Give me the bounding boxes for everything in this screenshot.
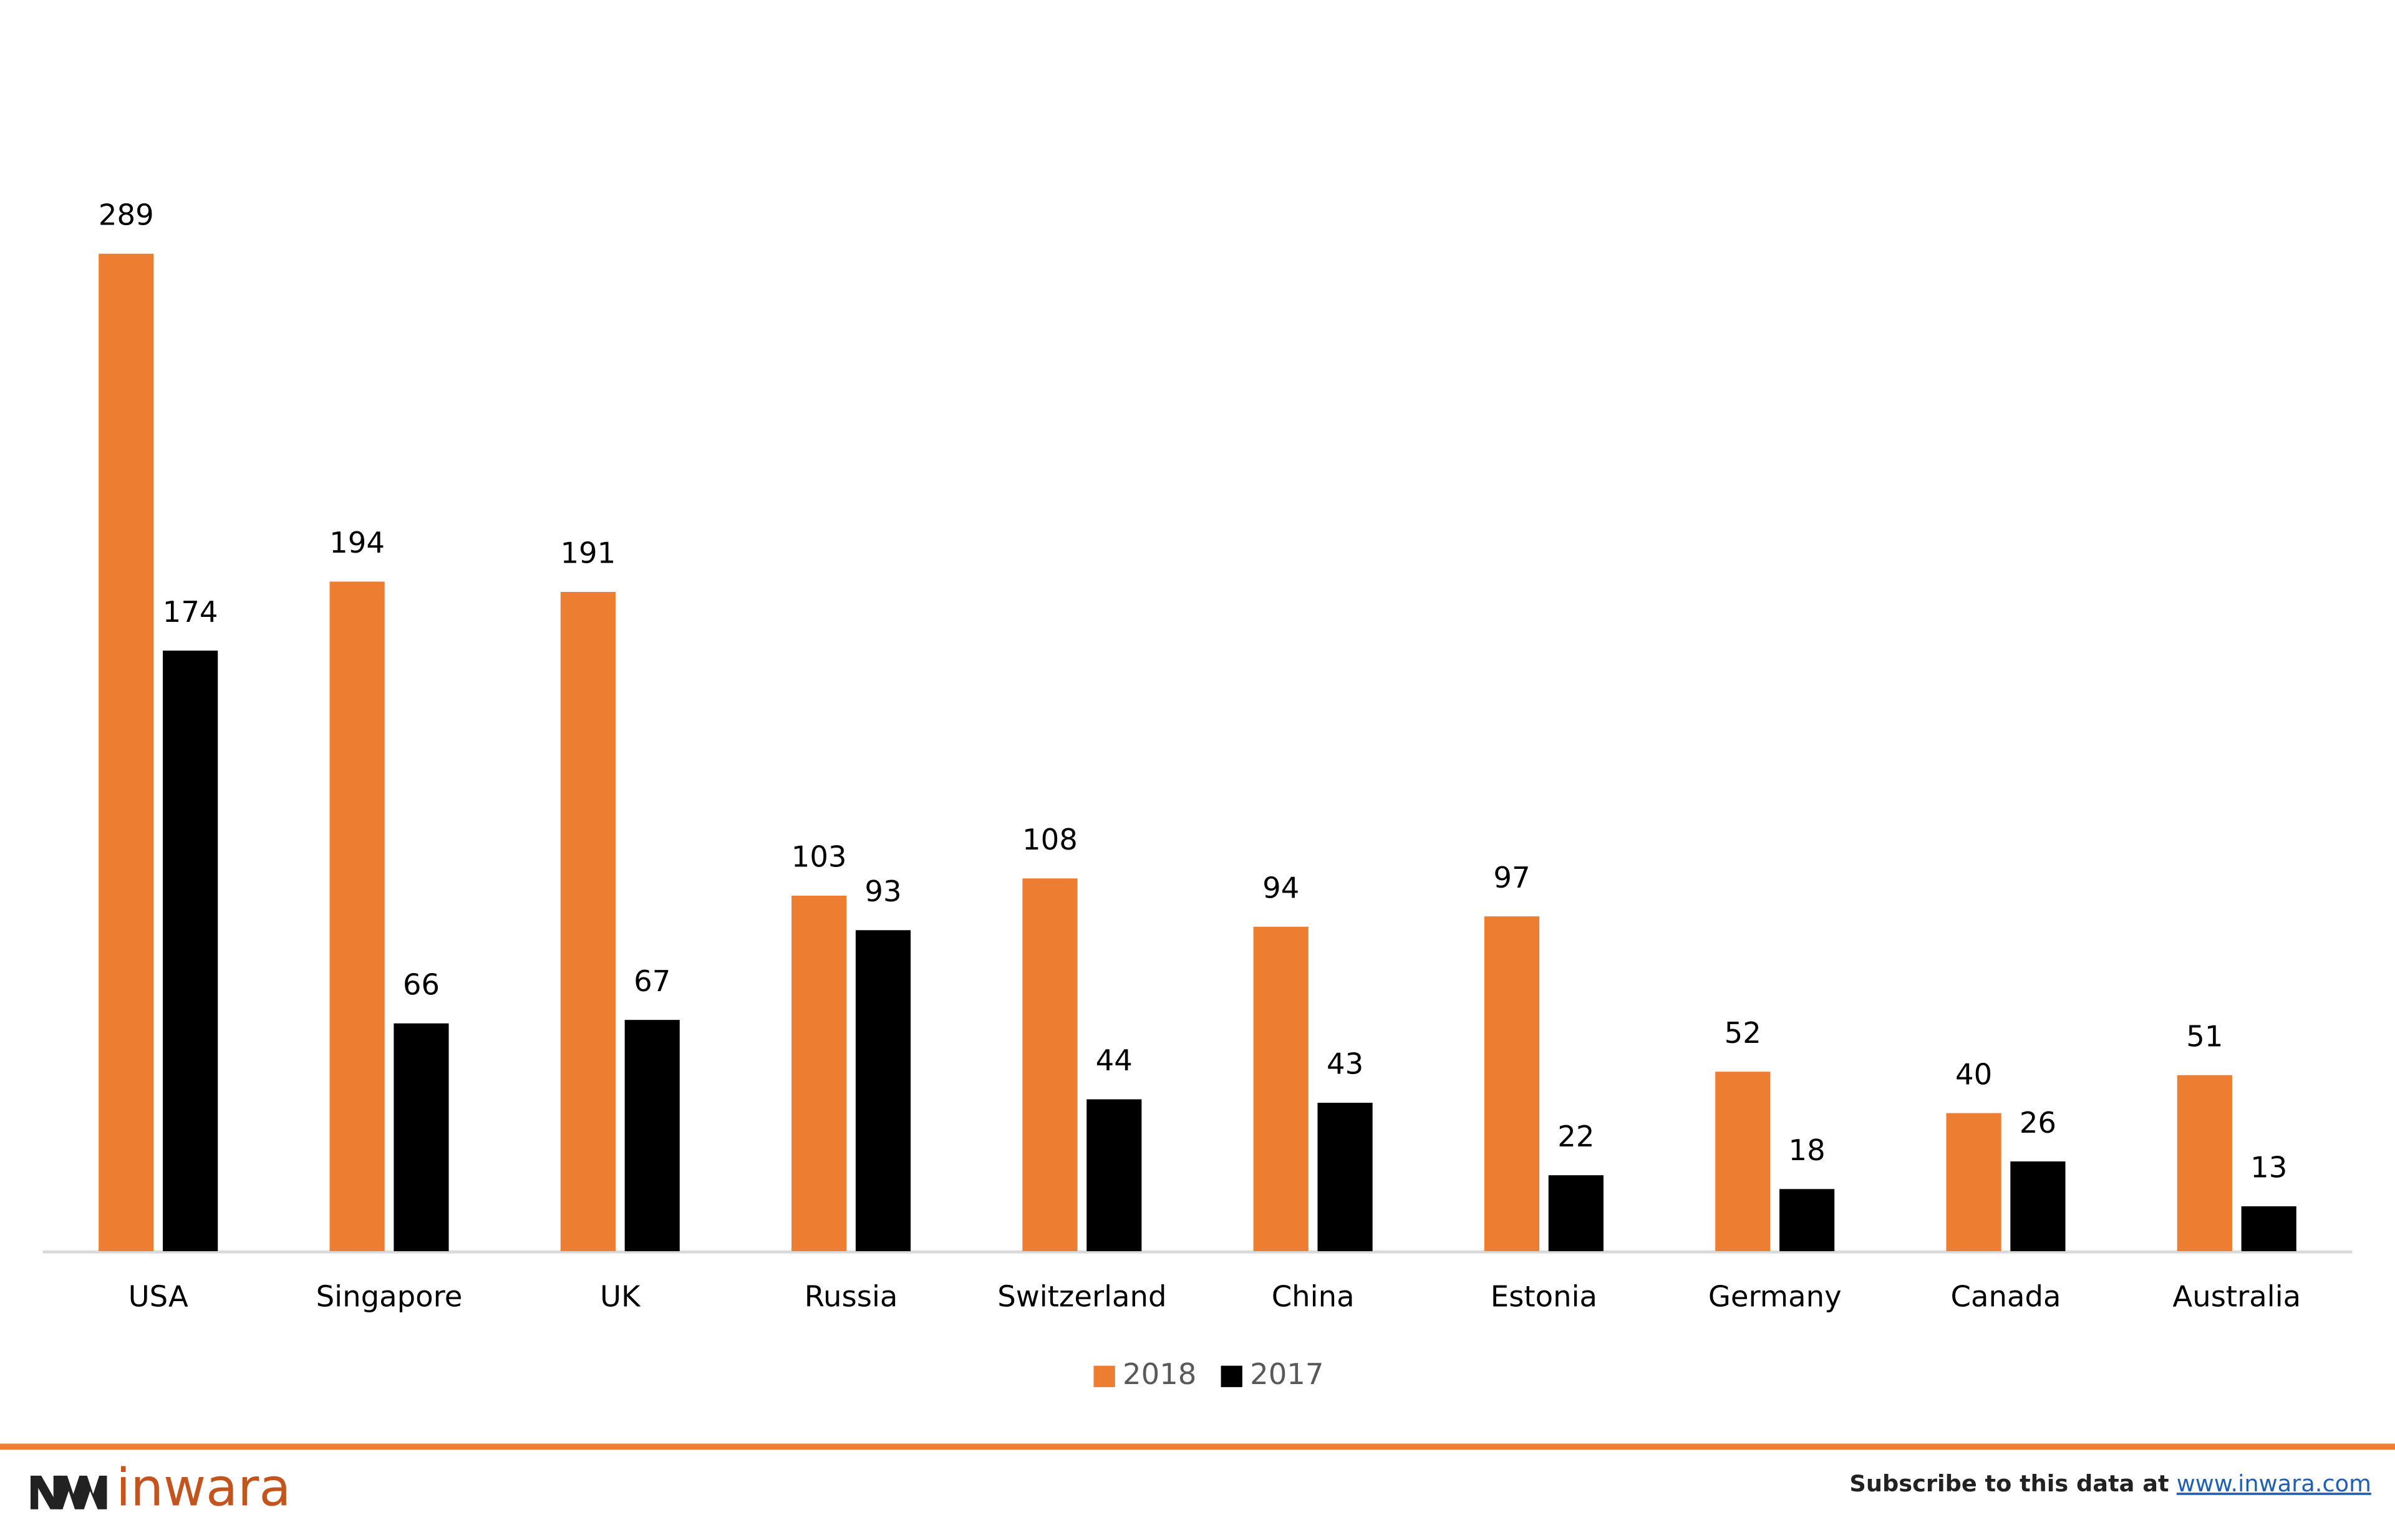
bar — [99, 253, 154, 1251]
value-label: 51 — [2186, 1019, 2223, 1053]
value-label: 174 — [163, 595, 218, 629]
value-label: 93 — [864, 874, 901, 908]
bar — [855, 930, 911, 1251]
bar — [1086, 1099, 1142, 1251]
value-label: 18 — [1789, 1133, 1826, 1167]
value-label: 13 — [2250, 1151, 2287, 1184]
bar — [1317, 1102, 1373, 1251]
value-label: 103 — [791, 840, 847, 874]
value-label: 66 — [403, 967, 440, 1001]
value-label: 40 — [1955, 1057, 1992, 1091]
bar — [1253, 926, 1309, 1251]
bar — [624, 1020, 680, 1251]
value-label: 94 — [1262, 871, 1299, 905]
value-label: 67 — [634, 964, 670, 998]
value-label: 43 — [1327, 1047, 1363, 1081]
value-label: 22 — [1557, 1120, 1594, 1153]
bar — [1715, 1072, 1771, 1251]
bar — [1484, 916, 1540, 1251]
bar — [2177, 1075, 2232, 1251]
bar — [1022, 878, 1078, 1251]
x-tick-label: Australia — [2172, 1279, 2301, 1313]
value-label: 191 — [560, 536, 616, 570]
bar — [329, 581, 385, 1251]
brand-name: inwara — [116, 1457, 291, 1518]
bar — [394, 1023, 449, 1251]
x-tick-label: Russia — [805, 1279, 898, 1313]
bar — [1779, 1189, 1835, 1251]
bar — [163, 651, 218, 1251]
legend-swatch — [1093, 1365, 1115, 1387]
x-tick-label: China — [1272, 1279, 1355, 1313]
footer-rule — [0, 1443, 2395, 1450]
x-tick-label: Switzerland — [997, 1279, 1166, 1313]
x-tick-label: USA — [128, 1279, 188, 1313]
x-tick-label: Canada — [1950, 1279, 2061, 1313]
bar — [2010, 1161, 2066, 1251]
value-label: 108 — [1022, 823, 1078, 856]
subscribe-text: Subscribe to this data at — [1849, 1470, 2169, 1497]
legend-label: 2017 — [1250, 1357, 1323, 1391]
x-tick-label: Singapore — [316, 1279, 463, 1313]
bar — [1946, 1113, 2001, 1251]
bar — [791, 895, 847, 1251]
value-label: 52 — [1725, 1016, 1761, 1050]
value-label: 289 — [99, 198, 154, 231]
brand-logo — [30, 1475, 107, 1509]
value-label: 26 — [2020, 1106, 2056, 1140]
bar — [560, 592, 616, 1251]
x-tick-label: Germany — [1708, 1279, 1842, 1313]
value-label: 97 — [1493, 861, 1530, 894]
value-label: 194 — [329, 526, 385, 559]
legend-label: 2018 — [1123, 1357, 1196, 1391]
bar — [2241, 1206, 2296, 1251]
bar — [1548, 1175, 1604, 1251]
legend-swatch — [1221, 1365, 1242, 1387]
x-tick-label: Estonia — [1491, 1279, 1597, 1313]
x-tick-label: UK — [600, 1279, 641, 1313]
subscribe-link[interactable]: www.inwara.com — [2177, 1470, 2371, 1497]
value-label: 44 — [1096, 1044, 1133, 1077]
